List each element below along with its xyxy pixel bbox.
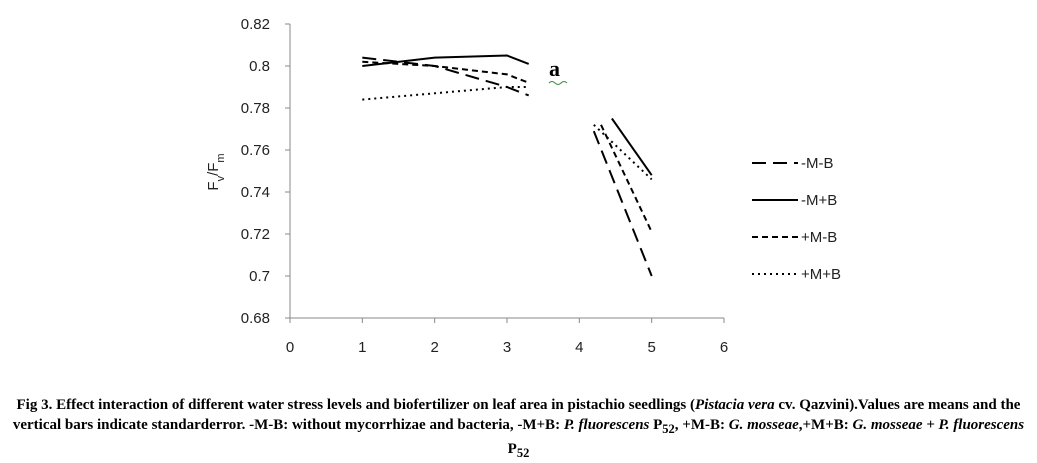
caption-strain-2: 52 [516,446,530,460]
tick-labels: 0 1 2 3 4 5 6 0.68 0.7 0.72 0.74 0.76 0.78 0.8 0.82 [241,16,728,356]
chart-axes [285,23,725,323]
legend: -M-B -M+B +M-B +M+B [548,81,841,283]
x-tick-label: 1 [358,339,366,356]
y-tick-label: 0.74 [241,184,270,201]
x-tick-label: 0 [286,339,294,356]
caption-strain-1: 52 [662,422,675,436]
caption-species: Pistacia vera [695,397,775,413]
y-axis-label-main: F [205,181,222,190]
y-tick-label: 0.72 [241,226,270,243]
series-line-4-segment-2 [593,124,653,181]
y-tick-label: 0.76 [241,142,270,159]
series-line-3-segment-2 [600,124,653,233]
caption-fungus-1: G. mosseae [728,417,799,433]
y-axis-label-sub2: m [215,153,227,162]
series-line-1-segment-2 [592,130,653,277]
y-tick-label: 0.7 [249,268,270,285]
y-axis-label-sub1: v [215,175,227,181]
y-tick-label: 0.8 [249,58,270,75]
caption-bacteria-1: P. fluorescens [563,417,650,433]
series-line-2-segment-2 [611,117,653,176]
series-line-1-segment-1 [362,56,530,97]
caption-text-1: Fig 3. Effect interaction of different w… [16,397,696,413]
legend-label: +M+B [801,266,841,283]
caption-text-2: cv. Qazvini).Values are means and the ve… [12,397,1021,433]
series-line-2-segment-1 [362,54,530,67]
y-tick-label: 0.78 [241,100,270,117]
x-tick-label: 6 [720,339,728,356]
chart: 0 1 2 3 4 5 6 0.68 0.7 0.72 0.74 0.76 0.78 0.8 0.82 -M… [205,16,841,356]
series-lines [362,54,653,277]
caption-text-5: ,+M+B: [798,417,853,433]
caption-combo: G. mosseae + P. fluorescens [852,417,1025,433]
panel-label-underline [548,81,568,85]
x-tick-label: 2 [430,339,438,356]
series-line-3-segment-1 [362,60,530,84]
figure-caption: Fig 3. Effect interaction of different w… [8,395,1029,463]
caption-text-4: , +M-B: [674,417,729,433]
panel-label: a [549,56,560,81]
legend-label: +M-B [801,229,837,246]
caption-text-3: P [649,417,663,433]
legend-label: -M+B [801,192,837,209]
y-tick-label: 0.82 [241,16,270,33]
caption-text-6: P [507,441,517,457]
x-tick-label: 4 [575,339,583,356]
x-tick-label: 5 [647,339,655,356]
y-axis-label-slash: /F [205,163,222,176]
series-line-4-segment-1 [362,86,529,101]
x-tick-label: 3 [503,339,511,356]
legend-label: -M-B [801,155,834,172]
y-axis-label: Fv/Fm [205,153,227,190]
y-tick-label: 0.68 [241,310,270,327]
